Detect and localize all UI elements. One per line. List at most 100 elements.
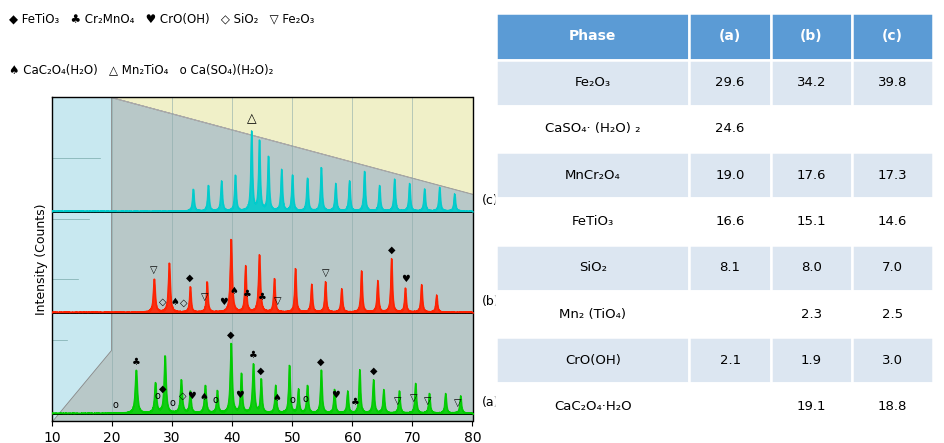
Text: ◆: ◆ bbox=[387, 245, 395, 255]
Text: 19.0: 19.0 bbox=[715, 169, 744, 182]
Text: 3.0: 3.0 bbox=[882, 354, 902, 367]
FancyBboxPatch shape bbox=[496, 291, 689, 337]
FancyBboxPatch shape bbox=[770, 106, 851, 152]
FancyBboxPatch shape bbox=[770, 198, 851, 245]
Text: 19.1: 19.1 bbox=[796, 400, 825, 413]
Text: 14.6: 14.6 bbox=[877, 215, 906, 228]
Text: ◆: ◆ bbox=[227, 330, 234, 340]
Text: ♣: ♣ bbox=[350, 397, 360, 407]
FancyBboxPatch shape bbox=[770, 245, 851, 291]
Text: ♠: ♠ bbox=[171, 296, 179, 307]
Text: 24.6: 24.6 bbox=[715, 122, 744, 136]
Text: CaC₂O₄·H₂O: CaC₂O₄·H₂O bbox=[553, 400, 631, 413]
Text: o: o bbox=[112, 400, 118, 410]
FancyBboxPatch shape bbox=[689, 106, 770, 152]
FancyBboxPatch shape bbox=[689, 291, 770, 337]
Text: 18.8: 18.8 bbox=[877, 400, 906, 413]
Text: CrO(OH): CrO(OH) bbox=[565, 354, 620, 367]
Text: ◇: ◇ bbox=[179, 391, 187, 400]
FancyBboxPatch shape bbox=[689, 13, 770, 59]
FancyBboxPatch shape bbox=[496, 245, 689, 291]
Text: ▽: ▽ bbox=[273, 296, 280, 306]
Text: Fe₂O₃: Fe₂O₃ bbox=[574, 76, 610, 89]
Text: 1.9: 1.9 bbox=[801, 354, 821, 367]
Text: ◆ FeTiO₃   ♣ Cr₂MnO₄   ♥ CrO(OH)   ◇ SiO₂   ▽ Fe₂O₃: ◆ FeTiO₃ ♣ Cr₂MnO₄ ♥ CrO(OH) ◇ SiO₂ ▽ Fe… bbox=[9, 13, 314, 26]
FancyBboxPatch shape bbox=[851, 198, 933, 245]
FancyBboxPatch shape bbox=[496, 198, 689, 245]
Text: ♣: ♣ bbox=[131, 357, 141, 366]
Polygon shape bbox=[52, 97, 110, 421]
Text: 2.5: 2.5 bbox=[881, 307, 902, 321]
Text: (a): (a) bbox=[481, 396, 498, 409]
Text: Mn₂ (TiO₄): Mn₂ (TiO₄) bbox=[559, 307, 626, 321]
Text: 2.1: 2.1 bbox=[718, 354, 740, 367]
Text: ▽: ▽ bbox=[394, 396, 401, 406]
FancyBboxPatch shape bbox=[770, 291, 851, 337]
FancyBboxPatch shape bbox=[689, 337, 770, 384]
Text: ◆: ◆ bbox=[160, 383, 167, 393]
Text: o: o bbox=[212, 395, 218, 405]
Text: 7.0: 7.0 bbox=[882, 261, 902, 274]
Text: ▽: ▽ bbox=[453, 398, 461, 408]
FancyBboxPatch shape bbox=[770, 13, 851, 59]
FancyBboxPatch shape bbox=[851, 152, 933, 198]
Text: ♥: ♥ bbox=[187, 391, 195, 401]
Text: 8.1: 8.1 bbox=[719, 261, 740, 274]
Text: 34.2: 34.2 bbox=[796, 76, 825, 89]
FancyBboxPatch shape bbox=[851, 245, 933, 291]
Text: ◇: ◇ bbox=[160, 296, 167, 307]
Text: (a): (a) bbox=[718, 29, 740, 43]
Text: ▽: ▽ bbox=[201, 292, 209, 302]
FancyBboxPatch shape bbox=[496, 13, 689, 59]
Text: (c): (c) bbox=[882, 29, 902, 43]
Text: 15.1: 15.1 bbox=[796, 215, 825, 228]
Text: ♥: ♥ bbox=[219, 297, 228, 307]
Polygon shape bbox=[110, 97, 472, 194]
FancyBboxPatch shape bbox=[496, 337, 689, 384]
FancyBboxPatch shape bbox=[770, 384, 851, 430]
Text: ♠: ♠ bbox=[273, 393, 281, 403]
FancyBboxPatch shape bbox=[496, 106, 689, 152]
FancyBboxPatch shape bbox=[496, 384, 689, 430]
Text: 29.6: 29.6 bbox=[715, 76, 744, 89]
Text: ♣: ♣ bbox=[248, 350, 258, 360]
FancyBboxPatch shape bbox=[770, 337, 851, 384]
FancyBboxPatch shape bbox=[851, 13, 933, 59]
FancyBboxPatch shape bbox=[496, 59, 689, 106]
FancyBboxPatch shape bbox=[770, 152, 851, 198]
Text: ♥: ♥ bbox=[235, 390, 244, 400]
Text: CaSO₄· (H₂O) ₂: CaSO₄· (H₂O) ₂ bbox=[545, 122, 640, 136]
FancyBboxPatch shape bbox=[851, 59, 933, 106]
Y-axis label: Intensity (Counts): Intensity (Counts) bbox=[35, 203, 48, 315]
Text: ◆: ◆ bbox=[317, 357, 325, 366]
Text: ◆: ◆ bbox=[369, 366, 377, 376]
Text: o: o bbox=[289, 395, 295, 405]
Text: (b): (b) bbox=[800, 29, 822, 43]
Text: ◇: ◇ bbox=[180, 298, 188, 308]
Text: 39.8: 39.8 bbox=[877, 76, 906, 89]
Text: 17.3: 17.3 bbox=[877, 169, 906, 182]
FancyBboxPatch shape bbox=[851, 291, 933, 337]
Text: ♣: ♣ bbox=[243, 289, 251, 299]
FancyBboxPatch shape bbox=[689, 245, 770, 291]
Text: ♥: ♥ bbox=[400, 274, 409, 284]
Text: ▽: ▽ bbox=[321, 268, 329, 278]
Text: ◆: ◆ bbox=[186, 273, 194, 283]
Text: SiO₂: SiO₂ bbox=[578, 261, 606, 274]
Text: (b): (b) bbox=[481, 295, 498, 308]
FancyBboxPatch shape bbox=[689, 198, 770, 245]
Text: 16.6: 16.6 bbox=[715, 215, 744, 228]
Text: ▽: ▽ bbox=[150, 265, 158, 276]
Text: MnCr₂O₄: MnCr₂O₄ bbox=[565, 169, 620, 182]
Text: o: o bbox=[302, 394, 308, 404]
FancyBboxPatch shape bbox=[851, 337, 933, 384]
Text: 8.0: 8.0 bbox=[801, 261, 821, 274]
Text: o: o bbox=[169, 397, 175, 408]
Text: ▽: ▽ bbox=[423, 396, 430, 405]
FancyBboxPatch shape bbox=[851, 384, 933, 430]
FancyBboxPatch shape bbox=[851, 106, 933, 152]
Text: FeTiO₃: FeTiO₃ bbox=[571, 215, 614, 228]
Text: ◆: ◆ bbox=[257, 365, 264, 376]
Text: ♥: ♥ bbox=[330, 390, 340, 400]
Text: ♣: ♣ bbox=[258, 292, 266, 302]
